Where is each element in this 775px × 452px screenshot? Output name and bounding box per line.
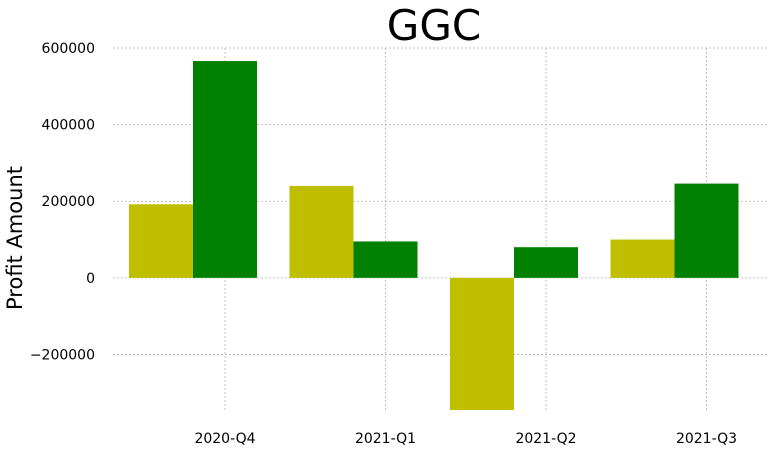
y-tick-label: 0 xyxy=(86,271,95,287)
bar-series-1-2021-Q2 xyxy=(450,277,514,410)
bar-series-2-2021-Q2 xyxy=(514,247,578,278)
y-tick-labels: −200000 0 200000 400000 600000 xyxy=(30,41,95,363)
chart-title: GGC xyxy=(387,1,481,50)
y-tick-label: 400000 xyxy=(42,118,95,134)
bar-series-1-2021-Q3 xyxy=(610,239,675,278)
y-axis-label: Profit Amount xyxy=(3,166,27,310)
y-tick-label: 600000 xyxy=(42,41,95,57)
x-tick-labels: 2020-Q4 2021-Q1 2021-Q2 2021-Q3 xyxy=(194,431,737,447)
bar-series-2-2020-Q4 xyxy=(193,61,257,278)
x-tick-label: 2021-Q1 xyxy=(355,431,416,447)
bar-series-2-2021-Q1 xyxy=(353,241,418,278)
x-tick-label: 2020-Q4 xyxy=(194,431,255,447)
bar-series-2-2021-Q3 xyxy=(674,183,739,278)
bars xyxy=(129,61,739,410)
x-tick-label: 2021-Q3 xyxy=(676,431,737,447)
x-tick-label: 2021-Q2 xyxy=(515,431,576,447)
y-tick-label: 200000 xyxy=(42,194,95,210)
bar-series-1-2020-Q4 xyxy=(129,204,193,278)
y-tick-label: −200000 xyxy=(30,347,95,363)
bar-series-1-2021-Q1 xyxy=(289,185,354,278)
